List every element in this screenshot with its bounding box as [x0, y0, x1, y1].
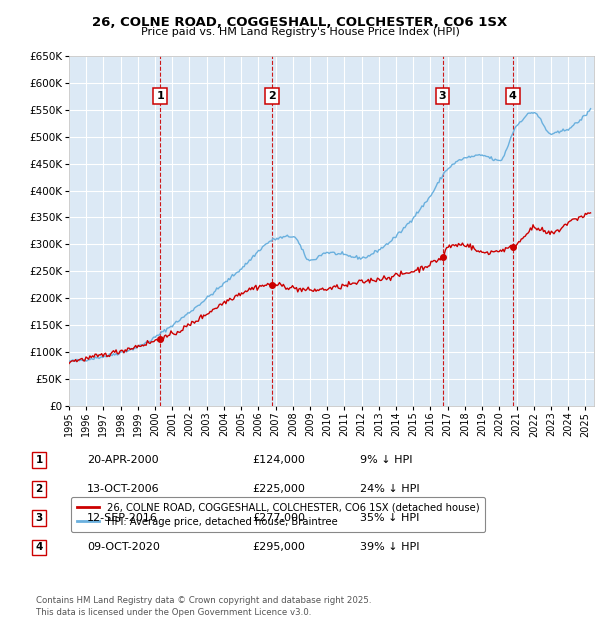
Text: 26, COLNE ROAD, COGGESHALL, COLCHESTER, CO6 1SX: 26, COLNE ROAD, COGGESHALL, COLCHESTER, …: [92, 16, 508, 29]
Text: 1: 1: [35, 455, 43, 465]
Text: Contains HM Land Registry data © Crown copyright and database right 2025.
This d: Contains HM Land Registry data © Crown c…: [36, 596, 371, 617]
Text: 12-SEP-2016: 12-SEP-2016: [87, 513, 158, 523]
Text: 4: 4: [509, 91, 517, 101]
Text: 35% ↓ HPI: 35% ↓ HPI: [360, 513, 419, 523]
Text: 1: 1: [157, 91, 164, 101]
Text: 2: 2: [35, 484, 43, 494]
Legend: 26, COLNE ROAD, COGGESHALL, COLCHESTER, CO6 1SX (detached house), HPI: Average p: 26, COLNE ROAD, COGGESHALL, COLCHESTER, …: [71, 497, 485, 533]
Text: £225,000: £225,000: [252, 484, 305, 494]
Text: 20-APR-2000: 20-APR-2000: [87, 455, 158, 465]
Text: £124,000: £124,000: [252, 455, 305, 465]
Text: 39% ↓ HPI: 39% ↓ HPI: [360, 542, 419, 552]
Text: 13-OCT-2006: 13-OCT-2006: [87, 484, 160, 494]
Text: 24% ↓ HPI: 24% ↓ HPI: [360, 484, 419, 494]
Text: 09-OCT-2020: 09-OCT-2020: [87, 542, 160, 552]
Text: 3: 3: [35, 513, 43, 523]
Text: £295,000: £295,000: [252, 542, 305, 552]
Text: 3: 3: [439, 91, 446, 101]
Text: 4: 4: [35, 542, 43, 552]
Text: 9% ↓ HPI: 9% ↓ HPI: [360, 455, 413, 465]
Text: Price paid vs. HM Land Registry's House Price Index (HPI): Price paid vs. HM Land Registry's House …: [140, 27, 460, 37]
Text: 2: 2: [268, 91, 276, 101]
Text: £277,000: £277,000: [252, 513, 305, 523]
